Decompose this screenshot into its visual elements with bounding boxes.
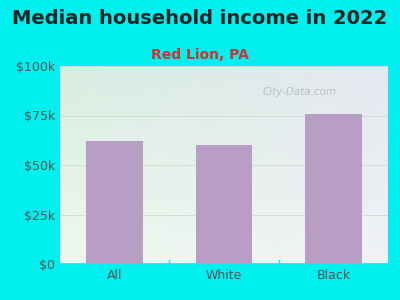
Bar bbox=[196, 145, 252, 264]
Text: Red Lion, PA: Red Lion, PA bbox=[151, 48, 249, 62]
Text: Median household income in 2022: Median household income in 2022 bbox=[12, 9, 388, 28]
Text: City-Data.com: City-Data.com bbox=[262, 87, 336, 97]
Bar bbox=[86, 141, 143, 264]
Bar bbox=[305, 113, 362, 264]
